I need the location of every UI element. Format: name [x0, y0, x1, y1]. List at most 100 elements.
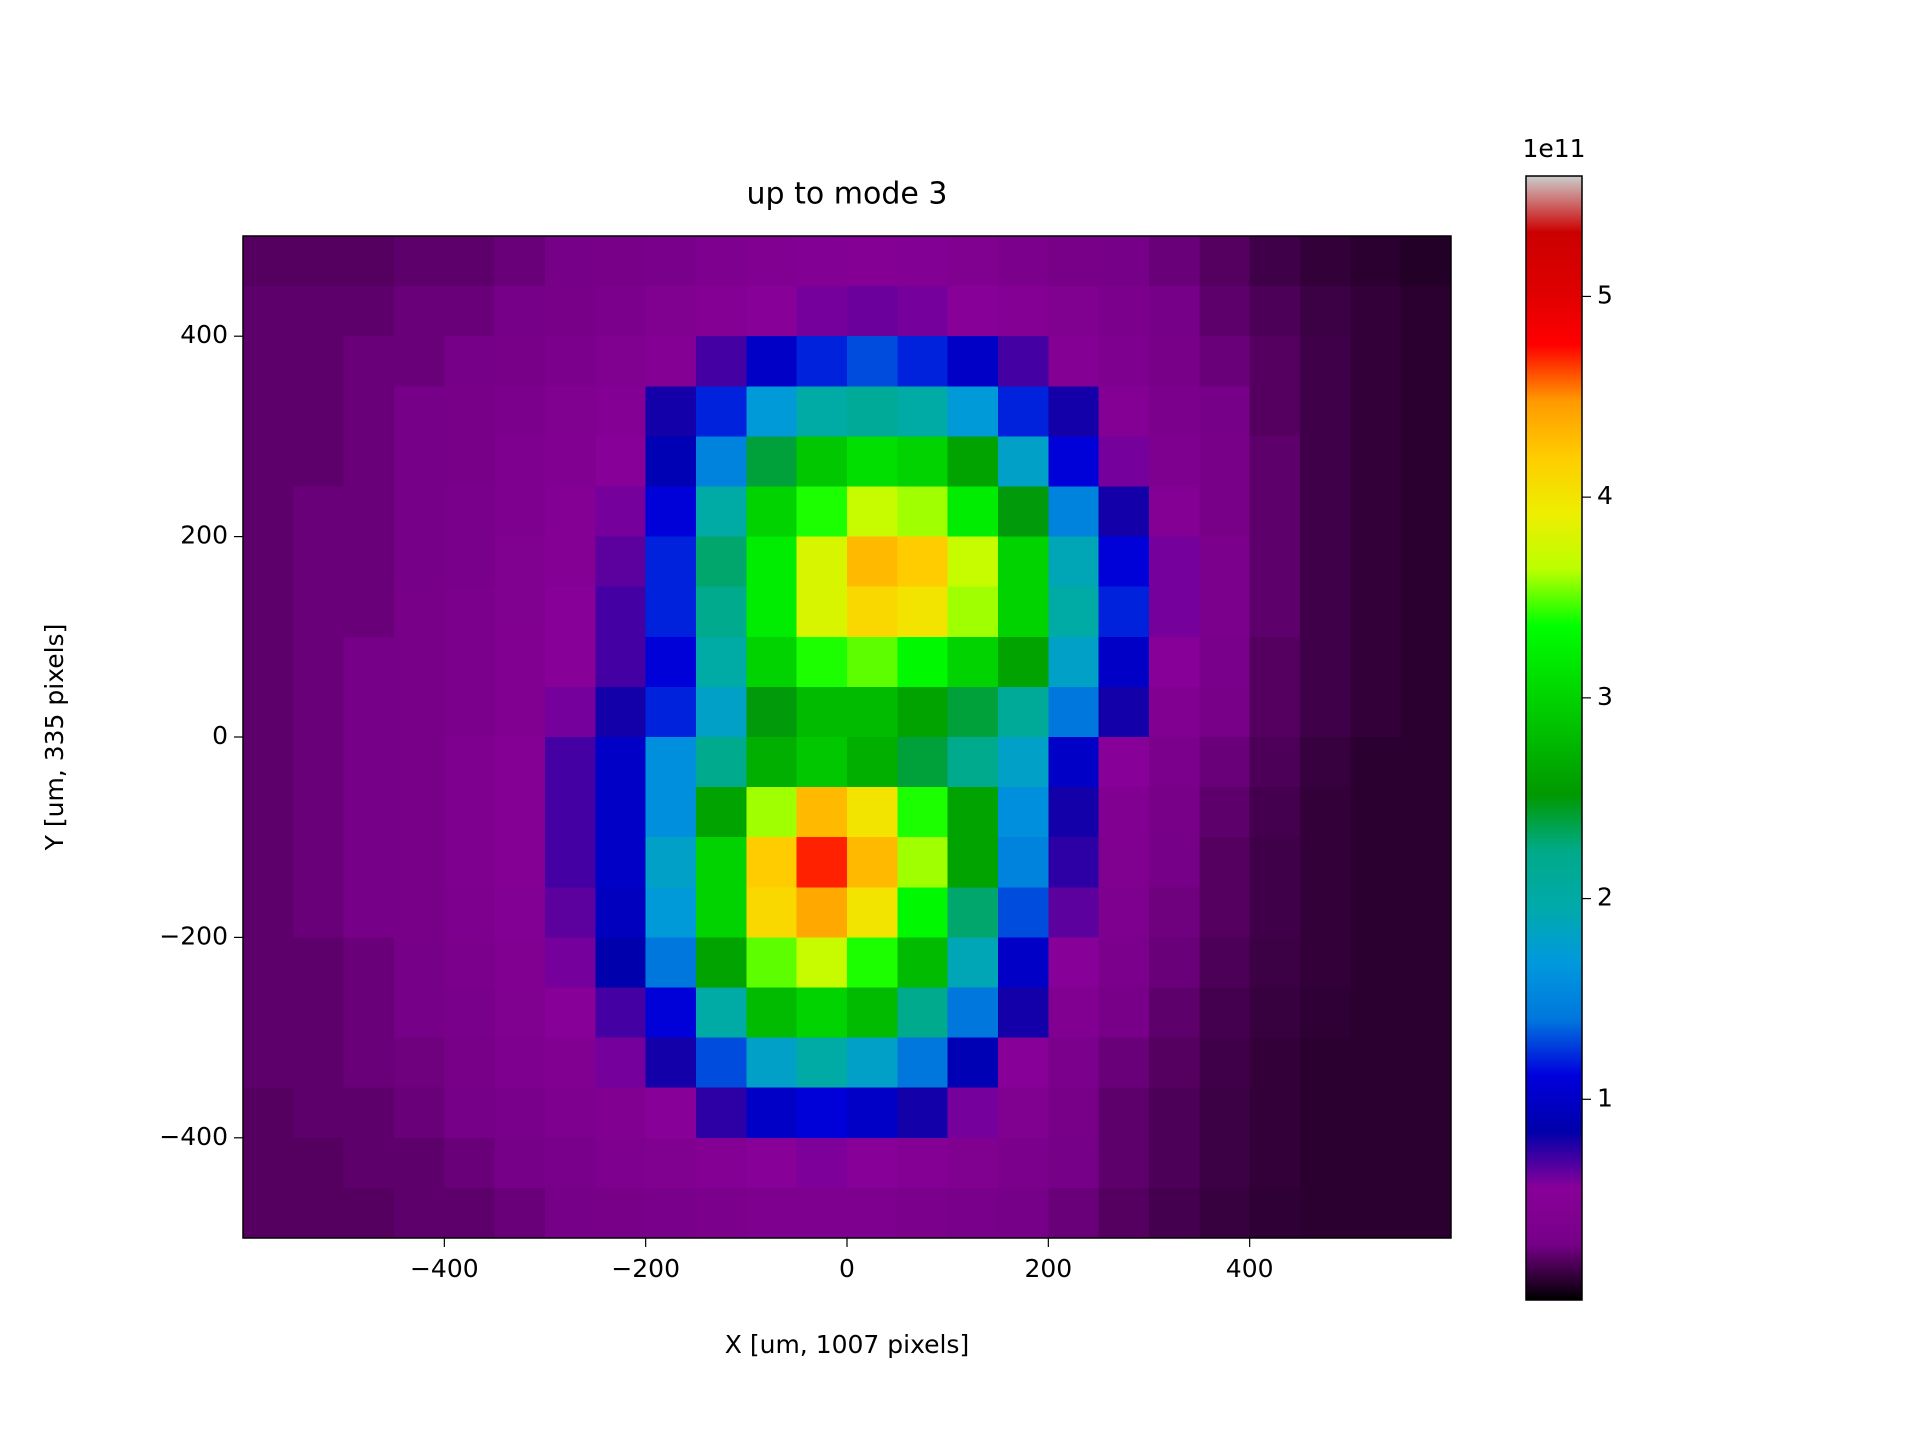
heatmap-cell	[1199, 1187, 1251, 1239]
heatmap-cell	[897, 486, 949, 538]
heatmap-cell	[1249, 486, 1301, 538]
heatmap-cell	[796, 486, 848, 538]
heatmap-cell	[1149, 1187, 1200, 1239]
heatmap-cell	[494, 436, 546, 488]
heatmap-cell	[1350, 1137, 1402, 1189]
heatmap-cell	[1149, 1087, 1200, 1139]
heatmap-cell	[1249, 1037, 1301, 1089]
heatmap-cell	[343, 787, 395, 838]
heatmap-cell	[1149, 987, 1200, 1039]
heatmap-cell	[746, 336, 798, 387]
heatmap-cell	[494, 586, 546, 638]
heatmap-cell	[847, 636, 898, 688]
heatmap-cell	[746, 887, 798, 938]
heatmap-cell	[343, 486, 395, 538]
heatmap-cell	[897, 386, 949, 437]
heatmap-cell	[847, 937, 898, 989]
heatmap-cell	[796, 436, 848, 488]
heatmap-cell	[1149, 887, 1200, 938]
heatmap-cell	[494, 636, 546, 688]
heatmap-cell	[796, 336, 848, 387]
heatmap-cell	[1300, 1087, 1351, 1139]
heatmap-cell	[1400, 636, 1452, 688]
heatmap-cell	[1048, 787, 1100, 838]
heatmap-cell	[545, 987, 596, 1039]
heatmap-cell	[243, 536, 294, 588]
heatmap-cell	[343, 1087, 395, 1139]
y-axis-label: Y [um, 335 pixels]	[40, 624, 69, 852]
heatmap-cell	[998, 737, 1049, 788]
heatmap-cell	[444, 1137, 496, 1189]
heatmap-cell	[1199, 536, 1251, 588]
heatmap-cell	[343, 737, 395, 788]
heatmap-cell	[1300, 236, 1351, 287]
heatmap-cell	[1048, 837, 1100, 888]
heatmap-cell	[595, 1137, 647, 1189]
heatmap-cell	[645, 686, 697, 738]
heatmap-cell	[746, 436, 798, 488]
heatmap-cell	[947, 737, 999, 788]
heatmap-cell	[998, 937, 1049, 989]
heatmap-cell	[847, 1137, 898, 1189]
heatmap-cell	[394, 486, 445, 538]
heatmap-cell	[1249, 787, 1301, 838]
heatmap-cell	[394, 286, 445, 337]
colorbar	[1525, 175, 1583, 1301]
heatmap-cell	[1199, 1037, 1251, 1089]
heatmap-cell	[1098, 737, 1150, 788]
heatmap-cell	[998, 336, 1049, 387]
colorbar-tick-label: 4	[1597, 481, 1613, 510]
heatmap-cell	[293, 1037, 345, 1089]
heatmap-cell	[595, 737, 647, 788]
heatmap-cell	[494, 1187, 546, 1239]
heatmap-cell	[545, 937, 596, 989]
heatmap-cell	[1400, 336, 1452, 387]
heatmap-cell	[645, 586, 697, 638]
heatmap-cell	[696, 586, 747, 638]
heatmap-cell	[545, 636, 596, 688]
heatmap-cell	[444, 236, 496, 287]
heatmap-cell	[1249, 737, 1301, 788]
heatmap-cell	[796, 636, 848, 688]
heatmap-cell	[1098, 787, 1150, 838]
heatmap-cell	[897, 887, 949, 938]
heatmap-cell	[1098, 236, 1150, 287]
heatmap-cell	[1048, 236, 1100, 287]
heatmap-cell	[243, 1087, 294, 1139]
heatmap-cell	[1400, 1037, 1452, 1089]
heatmap-cell	[897, 1187, 949, 1239]
heatmap-cell	[243, 987, 294, 1039]
heatmap-cell	[796, 536, 848, 588]
heatmap-cell	[746, 1037, 798, 1089]
heatmap-cell	[696, 686, 747, 738]
heatmap-cell	[1098, 636, 1150, 688]
heatmap-cell	[998, 236, 1049, 287]
heatmap-cell	[746, 386, 798, 437]
heatmap-cell	[293, 937, 345, 989]
heatmap-cell	[293, 286, 345, 337]
heatmap-cell	[847, 887, 898, 938]
heatmap-cell	[1400, 486, 1452, 538]
heatmap-cell	[494, 1087, 546, 1139]
heatmap-cell	[444, 636, 496, 688]
heatmap-cell	[746, 737, 798, 788]
heatmap-cell	[1098, 1187, 1150, 1239]
heatmap-cell	[1249, 336, 1301, 387]
heatmap-cell	[645, 236, 697, 287]
heatmap-cell	[645, 1037, 697, 1089]
heatmap-cell	[293, 686, 345, 738]
heatmap-cell	[947, 636, 999, 688]
heatmap-cell	[1048, 436, 1100, 488]
heatmap-cell	[696, 1137, 747, 1189]
heatmap-cell	[343, 336, 395, 387]
heatmap-cell	[595, 436, 647, 488]
x-tick-label: −200	[611, 1254, 680, 1283]
heatmap-cell	[1300, 436, 1351, 488]
heatmap-cell	[394, 336, 445, 387]
heatmap-cell	[343, 636, 395, 688]
y-tick-label: 0	[212, 721, 228, 750]
x-tick-label: 400	[1226, 1254, 1274, 1283]
heatmap-cell	[494, 486, 546, 538]
heatmap-cell	[545, 586, 596, 638]
heatmap-cell	[746, 686, 798, 738]
